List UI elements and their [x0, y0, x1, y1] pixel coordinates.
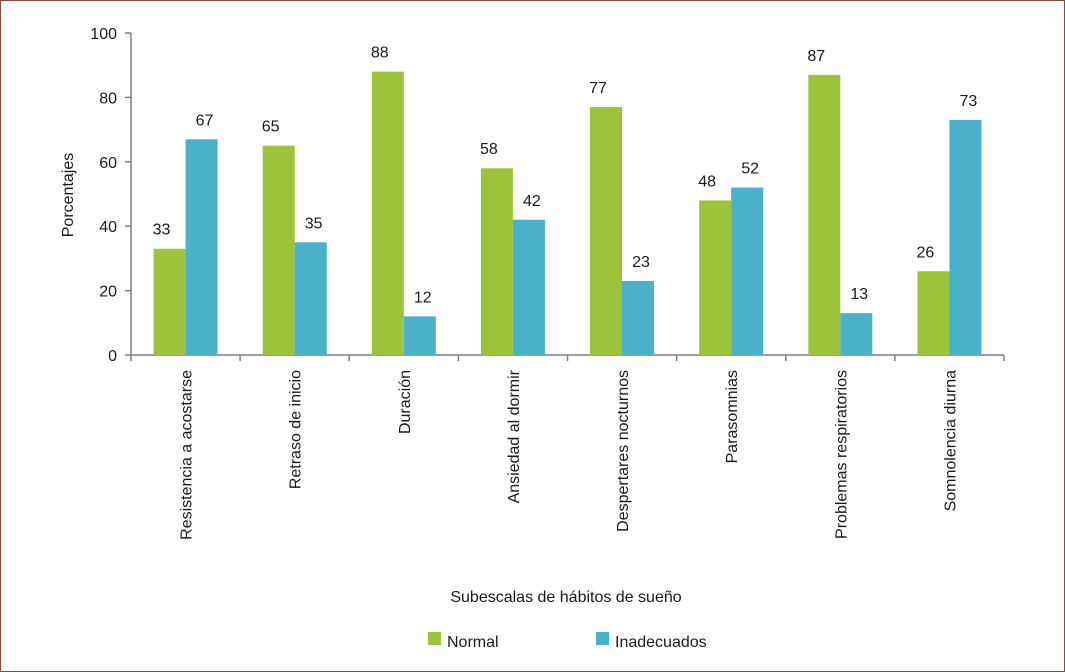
data-label: 58 — [480, 141, 498, 158]
category-label: Problemas respiratorios — [833, 370, 850, 539]
category-label: Despertares nocturnos — [615, 370, 632, 532]
bar-normal — [262, 145, 295, 355]
data-label: 33 — [153, 222, 171, 239]
bar-inadecuados — [622, 280, 655, 355]
legend: Normal Inadecuados — [428, 632, 707, 651]
data-label: 87 — [807, 48, 825, 65]
category-labels: Resistencia a acostarse Retraso de inicio… — [179, 369, 960, 540]
data-label: 35 — [305, 215, 323, 232]
data-label: 48 — [698, 173, 716, 190]
data-label: 42 — [523, 193, 541, 210]
data-labels: 33 67 65 35 88 12 58 42 77 23 48 52 87 13 26 73 — [153, 45, 978, 307]
data-label: 73 — [960, 93, 978, 110]
y-tick-label: 60 — [99, 155, 117, 172]
bar-inadecuados — [294, 242, 327, 355]
y-tick-label: 40 — [99, 219, 117, 236]
data-label: 77 — [589, 80, 607, 97]
bar-inadecuados — [403, 316, 436, 355]
bar-normal — [590, 107, 623, 355]
y-axis-title: Porcentajes — [60, 153, 77, 238]
legend-swatch-normal — [428, 632, 441, 645]
category-label: Ansiedad al dormir — [506, 369, 523, 503]
y-tick-label: 20 — [99, 284, 117, 301]
bar-normal — [699, 200, 732, 355]
bar-normal — [153, 248, 186, 355]
bar-inadecuados — [840, 313, 873, 355]
y-tick-label: 80 — [99, 90, 117, 107]
data-label: 67 — [196, 112, 214, 129]
data-label: 26 — [917, 244, 935, 261]
category-label: Somnolencia diurna — [942, 370, 959, 512]
data-label: 88 — [371, 45, 389, 62]
category-label: Parasomnias — [724, 370, 741, 463]
bar-inadecuados — [512, 219, 545, 355]
bar-inadecuados — [731, 187, 764, 355]
y-ticks: 0 20 40 60 80 100 — [90, 26, 1005, 365]
legend-label-normal: Normal — [447, 634, 499, 651]
data-label: 12 — [414, 289, 432, 306]
bar-inadecuados — [949, 119, 982, 355]
data-label: 23 — [632, 254, 650, 271]
bar-normal — [917, 271, 950, 355]
bar-inadecuados — [185, 139, 218, 355]
axes — [130, 33, 1004, 356]
y-tick-label: 100 — [90, 26, 117, 43]
category-label: Resistencia a acostarse — [179, 370, 196, 540]
bar-normal — [371, 71, 404, 355]
category-label: Retraso de inicio — [288, 370, 305, 489]
legend-label-inadecuados: Inadecuados — [615, 634, 707, 651]
data-label: 13 — [850, 286, 868, 303]
data-label: 52 — [741, 161, 759, 178]
legend-swatch-inadecuados — [596, 632, 609, 645]
data-label: 65 — [262, 119, 280, 136]
category-label: Duración — [397, 370, 414, 434]
bar-normal — [480, 168, 513, 355]
y-tick-label: 0 — [108, 348, 117, 365]
bars — [153, 71, 982, 356]
x-axis-title: Subescalas de hábitos de sueño — [450, 589, 681, 606]
bar-normal — [808, 74, 841, 356]
